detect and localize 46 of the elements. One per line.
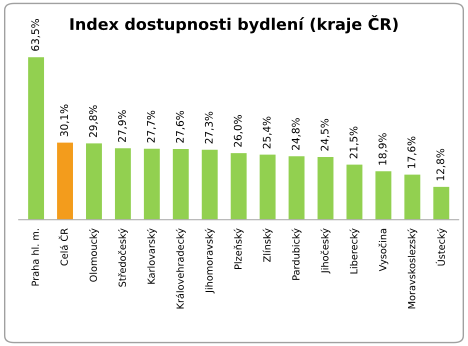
data-label: 12,8%	[436, 148, 446, 180]
bar	[375, 171, 392, 220]
data-label: 27,3%	[204, 112, 214, 144]
data-label: 30,1%	[60, 104, 70, 136]
x-tick-label: Olomoucký	[89, 228, 99, 282]
chart-title: Index dostupnosti bydlení (kraje ČR)	[70, 15, 398, 34]
x-tick-label: Zlínský	[262, 228, 273, 262]
bar	[404, 174, 420, 220]
bar	[114, 148, 131, 220]
bar	[346, 164, 362, 220]
data-label: 24,8%	[292, 118, 301, 150]
x-tick-label: Praha hl. m.	[31, 229, 39, 286]
bar	[433, 186, 450, 220]
bar	[318, 156, 334, 220]
x-tick-label: Liberecký	[350, 228, 360, 274]
x-tick-label: Pardubický	[292, 228, 302, 280]
data-label: 29,8%	[89, 105, 98, 138]
x-tick-label: Moravskoslezský	[407, 228, 418, 308]
data-label: 21,5%	[350, 126, 359, 158]
x-tick-label: Středočeský	[118, 228, 128, 287]
x-tick-label: Karlovarský	[146, 228, 157, 284]
bar	[172, 149, 189, 220]
data-label: 27,9%	[118, 110, 127, 142]
bar	[144, 148, 160, 220]
x-tick-label: Jihočeský	[320, 228, 330, 274]
data-label: 17,6%	[407, 136, 416, 168]
data-label: 27,6%	[176, 110, 185, 143]
data-label: 27,7%	[146, 110, 156, 142]
x-tick-label: Ústecký	[436, 228, 447, 266]
x-tick-label: Královehradecký	[176, 228, 186, 308]
data-label: 26,0%	[234, 115, 243, 147]
bar	[57, 142, 73, 220]
bar	[28, 57, 44, 220]
x-tick-label: Jihomoravský	[204, 228, 215, 294]
x-tick-label: Plzeňský	[234, 228, 244, 269]
x-tick-label: Vysočina	[378, 228, 388, 272]
bar	[260, 154, 276, 220]
data-label: 24,5%	[320, 118, 330, 151]
data-label: 18,9%	[378, 133, 388, 165]
bar	[230, 153, 247, 220]
x-tick-label: Celá ČR	[58, 228, 68, 266]
data-label: 25,4%	[262, 116, 272, 148]
data-label: 63,5%	[31, 19, 40, 51]
bar	[288, 156, 305, 220]
bar	[202, 150, 218, 220]
bar	[86, 143, 102, 220]
